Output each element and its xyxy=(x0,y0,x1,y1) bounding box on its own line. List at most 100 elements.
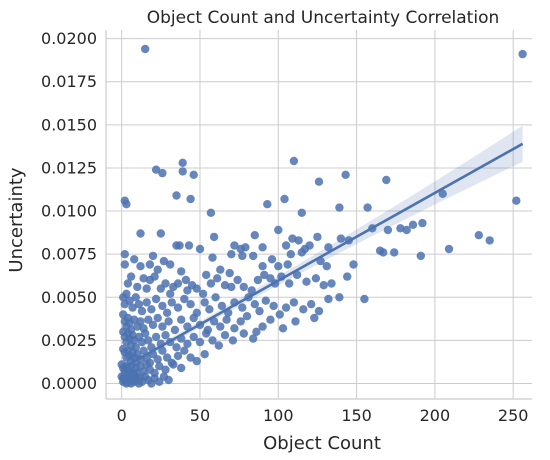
scatter-point xyxy=(274,262,283,271)
scatter-point xyxy=(213,274,222,283)
scatter-point xyxy=(297,248,306,257)
scatter-point xyxy=(250,231,259,240)
scatter-point xyxy=(249,334,258,343)
scatter-point xyxy=(283,260,292,269)
scatter-point xyxy=(285,279,294,288)
scatter-point xyxy=(178,167,187,176)
scatter-point xyxy=(144,336,153,345)
scatter-point xyxy=(286,250,295,259)
scatter-point xyxy=(148,320,158,330)
scatter-point xyxy=(158,301,167,311)
scatter-point xyxy=(408,220,418,229)
scatter-point xyxy=(225,268,234,278)
scatter-point xyxy=(150,272,159,281)
x-tick-label: 0 xyxy=(117,406,127,425)
scatter-point xyxy=(139,346,148,355)
scatter-point xyxy=(390,248,399,257)
scatter-point xyxy=(438,189,447,198)
scatter-point xyxy=(145,260,155,269)
scatter-point xyxy=(158,322,167,331)
scatter-point xyxy=(474,231,483,240)
scatter-point xyxy=(336,234,346,243)
scatter-point xyxy=(122,289,131,298)
scatter-point xyxy=(186,300,195,309)
scatter-point xyxy=(324,243,333,252)
x-tick-label: 200 xyxy=(420,406,451,425)
scatter-point xyxy=(278,324,288,333)
chart-title: Object Count and Uncertainty Correlation xyxy=(147,8,500,28)
scatter-point xyxy=(156,229,165,238)
scatter-point xyxy=(311,274,321,283)
scatter-point xyxy=(186,194,195,204)
scatter-point xyxy=(186,353,195,362)
scatter-point xyxy=(485,236,494,245)
x-tick-label: 150 xyxy=(341,406,372,425)
scatter-point xyxy=(192,356,201,366)
scatter-point xyxy=(252,327,261,336)
scatter-point xyxy=(137,337,147,347)
scatter-point xyxy=(189,170,198,179)
scatter-point xyxy=(131,293,140,302)
scatter-point xyxy=(258,243,267,252)
scatter-point xyxy=(281,241,291,250)
scatter-point xyxy=(141,329,150,338)
scatter-point xyxy=(162,308,172,317)
scatter-point xyxy=(142,298,151,307)
scatter-point xyxy=(175,241,184,250)
scatter-point xyxy=(444,244,454,254)
scatter-point xyxy=(158,346,167,355)
scatter-point xyxy=(123,279,133,288)
y-tick-label: 0.0150 xyxy=(41,115,97,134)
scatter-point xyxy=(136,229,145,238)
scatter-point xyxy=(216,265,225,274)
scatter-point xyxy=(258,262,267,271)
scatter-point xyxy=(239,329,248,338)
scatter-point xyxy=(133,282,142,292)
scatter-point xyxy=(177,363,186,373)
scatter-point xyxy=(172,191,181,200)
scatter-point xyxy=(189,332,198,342)
scatter-point xyxy=(151,332,161,342)
scatter-point xyxy=(208,253,217,262)
scatter-point xyxy=(242,312,252,321)
scatter-point xyxy=(166,260,175,269)
scatter-point xyxy=(260,270,269,280)
scatter-point xyxy=(147,305,156,314)
scatter-point xyxy=(148,251,158,261)
scatter-point xyxy=(267,255,277,264)
scatter-point xyxy=(183,322,192,331)
scatter-point xyxy=(302,277,311,286)
scatter-point xyxy=(209,232,219,242)
scatter-point xyxy=(220,331,230,340)
scatter-point xyxy=(297,208,306,217)
scatter-point xyxy=(402,225,411,235)
scatter-point xyxy=(183,339,192,348)
y-tick-label: 0.0125 xyxy=(41,158,97,177)
scatter-point xyxy=(211,293,220,302)
scatter-point xyxy=(227,250,236,259)
scatter-point xyxy=(200,350,209,359)
scatter-point xyxy=(151,165,161,174)
scatter-point xyxy=(153,313,162,323)
scatter-point xyxy=(327,279,336,288)
scatter-point xyxy=(164,375,173,385)
scatter-point xyxy=(396,224,405,233)
scatter-point xyxy=(180,346,189,355)
x-tick-label: 100 xyxy=(263,406,294,425)
scatter-point xyxy=(335,203,344,212)
scatter-point xyxy=(255,306,264,316)
scatter-point xyxy=(305,241,314,250)
scatter-point xyxy=(202,329,211,338)
scatter-point xyxy=(307,300,316,309)
scatter-point xyxy=(137,306,147,316)
scatter-point xyxy=(382,175,391,185)
scatter-point xyxy=(153,265,162,274)
scatter-point xyxy=(292,270,302,280)
scatter-point xyxy=(161,331,170,340)
regression-line xyxy=(121,142,524,370)
scatter-point xyxy=(206,279,216,288)
scatter-point xyxy=(130,315,139,324)
scatter-point xyxy=(269,301,278,311)
scatter-point xyxy=(173,351,183,361)
scatter-point xyxy=(518,49,527,59)
